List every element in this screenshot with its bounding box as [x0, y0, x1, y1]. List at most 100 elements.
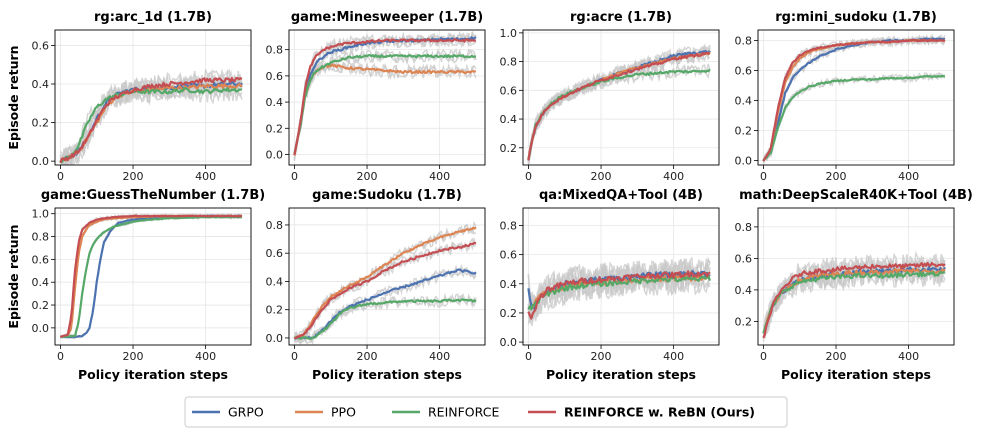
ytick-label: 0.6	[735, 252, 753, 265]
ytick-label: 0.0	[32, 322, 50, 335]
ytick-label: 0.0	[735, 155, 753, 168]
panel-game-minesweeper-1-7b: 0.0 0.2 0.4 0.6 0.8 0 200 400 game:Minesweeper (…	[266, 10, 486, 183]
series-line-reinforce	[60, 215, 242, 339]
raw-trajectory-reinforce-w-rebn-ours	[59, 68, 243, 165]
ytick-label: 0.2	[735, 125, 753, 138]
xtick-label: 0	[291, 350, 298, 363]
raw-trajectory-ppo	[60, 213, 242, 339]
raw-trajectory-reinforce	[59, 214, 243, 339]
ytick-label: 0.2	[500, 307, 518, 320]
series-line-ppo	[293, 226, 477, 340]
panel-qa-mixedqa-tool-4b: 0.0 0.2 0.4 0.6 0.8 0 200 400 qa:MixedQA+Tool (4…	[500, 188, 720, 382]
xtick-label: 200	[123, 350, 144, 363]
axes-frame	[522, 29, 720, 166]
xtick-label: 200	[591, 170, 612, 183]
axes-frame	[757, 29, 955, 166]
panel-rg-mini-sudoku-1-7b: 0.0 0.2 0.4 0.6 0.8 0 200 400 rg:mini_sudoku (1.…	[735, 10, 955, 183]
xtick-label: 400	[429, 350, 450, 363]
raw-trajectory-reinforce	[60, 214, 243, 339]
ytick-label: 0.2	[32, 299, 50, 312]
series-line-reinforce	[59, 87, 243, 164]
ytick-label: 1.0	[500, 27, 518, 40]
legend-label: GRPO	[228, 405, 264, 420]
panel-rg-arc-1d-1-7b: 0.0 0.2 0.4 0.6 0 200 400 rg:arc_1d (1.7B) Episo…	[6, 10, 252, 183]
ytick-label: 0.6	[735, 65, 753, 78]
raw-trajectory-reinforce-w-rebn-ours	[59, 213, 242, 339]
raw-trajectory-grpo	[60, 213, 243, 340]
raw-trajectory-reinforce	[527, 62, 711, 165]
xtick-label: 0	[760, 350, 767, 363]
xtick-label: 200	[357, 350, 378, 363]
ytick-label: 0.0	[266, 332, 284, 345]
ytick-label: 0.4	[735, 284, 753, 297]
ytick-label: 0.8	[735, 35, 753, 48]
axes-frame	[757, 207, 955, 346]
axes-frame	[54, 207, 252, 346]
ytick-label: 0.4	[735, 95, 753, 108]
xtick-label: 0	[57, 350, 64, 363]
panel-title: qa:MixedQA+Tool (4B)	[539, 188, 703, 203]
series-line-reinforce-w-rebn-ours	[293, 38, 477, 156]
xtick-label: 400	[663, 350, 684, 363]
series-line-ppo	[293, 63, 477, 156]
series-line-reinforce-w-rebn-ours	[527, 270, 711, 320]
legend: GRPO PPO REINFORCE REINFORCE w. ReBN (Ours)	[184, 396, 788, 428]
series-line-reinforce	[762, 270, 945, 334]
raw-trajectory-ppo	[59, 212, 243, 339]
series-line-reinforce	[527, 68, 711, 159]
xtick-label: 200	[123, 170, 144, 183]
ytick-label: 0.6	[500, 84, 518, 97]
xtick-label: 400	[663, 170, 684, 183]
panel-game-sudoku-1-7b: 0.0 0.2 0.4 0.6 0.8 0 200 400 game:Sudoku (1.7B)…	[266, 188, 486, 382]
raw-trajectory-reinforce-w-rebn-ours	[293, 31, 477, 160]
raw-trajectory-grpo	[59, 213, 243, 339]
ytick-label: 0.4	[32, 276, 50, 289]
legend-label: REINFORCE w. ReBN (Ours)	[564, 405, 755, 420]
series-line-reinforce-w-rebn-ours	[294, 241, 477, 340]
ytick-label: 0.4	[32, 78, 50, 91]
ytick-label: 0.0	[500, 336, 518, 349]
raw-trajectory-ppo	[294, 223, 477, 343]
legend-item-ppo: PPO	[295, 405, 356, 420]
ytick-label: 0.2	[266, 122, 284, 135]
ytick-label: 0.2	[32, 117, 50, 130]
ytick-label: 0.6	[266, 247, 284, 260]
ytick-label: 0.8	[266, 44, 284, 57]
ytick-label: 0.8	[500, 219, 518, 232]
xtick-label: 0	[525, 350, 532, 363]
xtick-label: 200	[357, 170, 378, 183]
xtick-label: 200	[826, 170, 847, 183]
y-axis-label: Episode return	[6, 45, 21, 149]
ytick-label: 0.8	[735, 221, 753, 234]
ytick-label: 0.4	[500, 113, 518, 126]
axes-frame	[288, 207, 486, 346]
series-line-reinforce-w-rebn-ours	[762, 38, 946, 162]
panel-title: math:DeepScaleR40K+Tool (4B)	[739, 188, 973, 203]
raw-trajectory-reinforce-w-rebn-ours	[60, 212, 243, 339]
ytick-label: 0.4	[500, 278, 518, 291]
panel-title: rg:acre (1.7B)	[570, 10, 672, 25]
ytick-label: 0.2	[735, 315, 753, 328]
legend-item-reinforce-w-rebn-ours: REINFORCE w. ReBN (Ours)	[528, 405, 755, 420]
ytick-label: 0.8	[32, 231, 50, 244]
ytick-label: 0.0	[266, 149, 284, 162]
legend-box	[184, 396, 788, 428]
x-axis-label: Policy iteration steps	[781, 367, 931, 382]
ytick-label: 0.6	[32, 39, 50, 52]
ytick-label: 0.6	[266, 70, 284, 83]
panel-math-deepscaler40k-tool-4b: 0.2 0.4 0.6 0.8 0 200 400 math:DeepScaleR40K+To…	[735, 188, 973, 382]
panel-title: rg:mini_sudoku (1.7B)	[775, 10, 937, 25]
ytick-label: 0.2	[500, 142, 518, 155]
panel-game-guessthenumber-1-7b: 0.0 0.2 0.4 0.6 0.8 1.0 0 200 400 game:GuessTheNu…	[6, 188, 265, 382]
raw-trajectory-reinforce	[762, 72, 945, 164]
raw-trajectory-band	[59, 212, 243, 340]
series-line-ppo	[60, 214, 242, 339]
raw-trajectory-reinforce	[762, 72, 946, 160]
ytick-label: 0.8	[500, 56, 518, 69]
series-line-reinforce-w-rebn-ours	[527, 51, 711, 161]
xtick-label: 400	[429, 170, 450, 183]
raw-trajectory-ppo	[293, 220, 477, 343]
series-line-reinforce-w-rebn-ours	[59, 77, 243, 164]
ytick-label: 0.0	[32, 155, 50, 168]
